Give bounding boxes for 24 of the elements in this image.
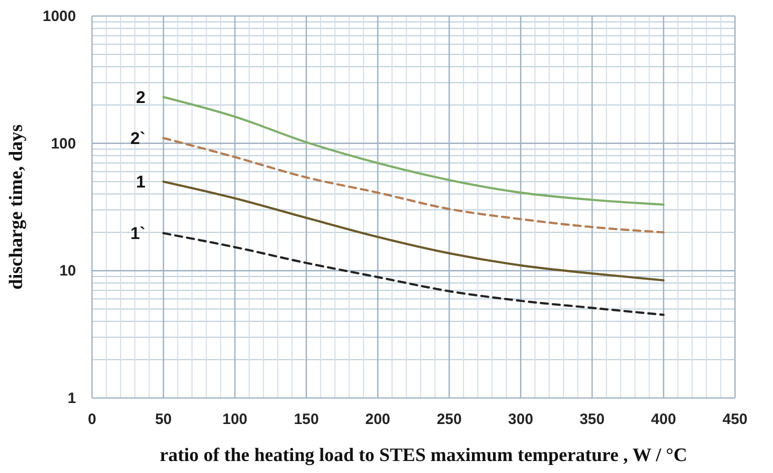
x-tick-label: 100 <box>222 411 248 428</box>
y-tick-label: 100 <box>50 135 76 152</box>
x-tick-label: 250 <box>436 411 462 428</box>
series-label: 2 <box>136 88 146 108</box>
line-series <box>162 232 665 316</box>
x-tick-label: 150 <box>294 411 319 428</box>
x-tick-label: 450 <box>722 411 748 428</box>
y-tick-label: 1 <box>68 390 76 407</box>
x-tick-label: 400 <box>651 411 676 428</box>
series-label: 2` <box>130 129 146 148</box>
x-tick-label: 50 <box>155 411 172 428</box>
y-axis-title: discharge time, days <box>6 124 27 290</box>
x-tick-label: 300 <box>508 411 534 428</box>
x-tick-label: 200 <box>365 411 390 428</box>
x-tick-label: 350 <box>580 411 605 428</box>
series-label: 1` <box>130 224 146 244</box>
line-series <box>162 180 665 282</box>
x-tick-label: 0 <box>88 411 96 428</box>
x-axis-title: ratio of the heating load to STES maximum temperature , W / °C <box>160 445 688 466</box>
y-tick-label: 1000 <box>42 8 76 25</box>
line-series <box>162 96 665 206</box>
y-tick-label: 10 <box>59 262 76 280</box>
line-series <box>162 136 665 234</box>
series-label: 1 <box>136 172 146 192</box>
